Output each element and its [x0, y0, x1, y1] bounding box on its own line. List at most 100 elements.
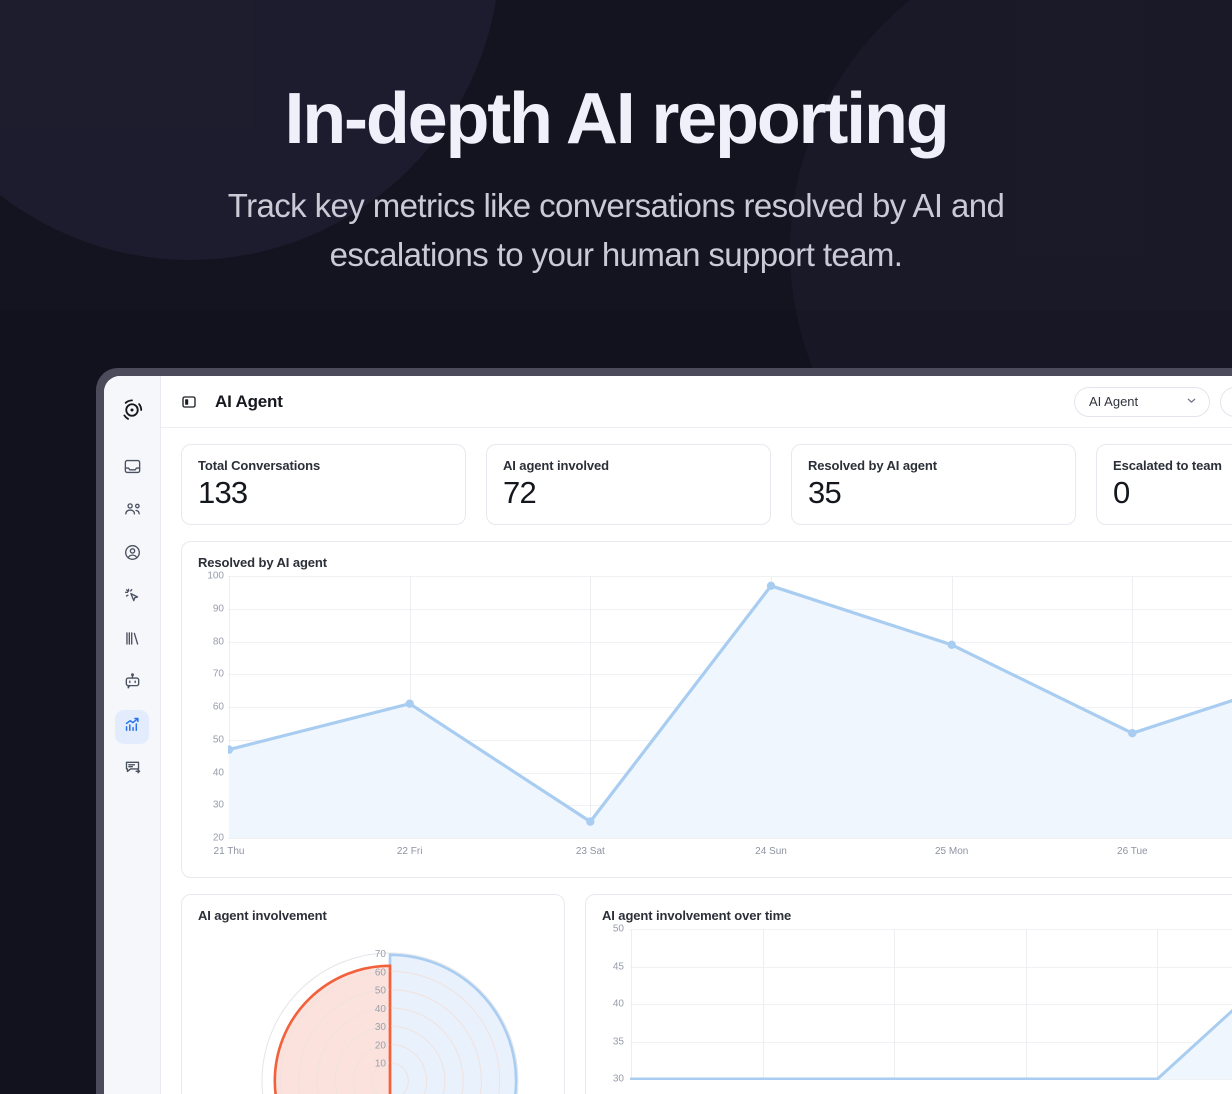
stat-card: Total Conversations 133 — [181, 444, 466, 525]
stat-card: Resolved by AI agent 35 — [791, 444, 1076, 525]
svg-text:10: 10 — [375, 1059, 387, 1070]
stat-value: 72 — [503, 475, 537, 510]
x-gridline — [1157, 929, 1159, 1079]
topbar: AI Agent AI Agent A — [161, 376, 1232, 428]
app-window-frame: AI Agent AI Agent A — [96, 368, 1232, 1094]
y-axis-tick: 30 — [612, 1073, 624, 1085]
ai-agent-involvement-over-time-plot: 50 45 40 35 30 — [602, 924, 1232, 1089]
y-axis-tick: 20 — [212, 832, 224, 844]
svg-text:20: 20 — [375, 1040, 387, 1051]
chart-title: AI agent involvement — [198, 908, 327, 923]
stat-value: 35 — [808, 475, 842, 510]
x-axis-tick: 25 Mon — [934, 846, 969, 857]
panel-left-icon[interactable] — [181, 394, 197, 410]
brand-logo-icon[interactable] — [112, 390, 152, 430]
x-gridline — [229, 576, 230, 838]
gridline — [630, 1004, 1232, 1005]
y-axis-tick: 100 — [207, 570, 224, 582]
sidebar-item-contacts[interactable] — [115, 495, 149, 529]
sidebar-item-ai-agent[interactable] — [115, 667, 149, 701]
bottom-charts-row: AI agent involvement 70 60 50 40 30 20 10 AI a… — [181, 894, 1232, 1094]
x-axis-tick: 24 Sun — [755, 846, 787, 857]
sidebar-item-reports[interactable] — [115, 710, 149, 744]
gridline — [630, 966, 1232, 968]
gridline — [228, 838, 1232, 839]
resolved-by-ai-agent-plot: 100 90 80 70 60 50 40 30 20 21 Thu 22 Fri 23 Sat 24 … — [198, 571, 1232, 866]
cursor-sparkle-icon — [123, 586, 142, 610]
topbar-title: AI Agent — [215, 391, 283, 411]
stat-value: 133 — [198, 475, 248, 510]
y-axis-tick: 35 — [612, 1036, 624, 1047]
stat-label: AI agent involved — [503, 458, 609, 473]
stat-card: AI agent involved 72 — [486, 444, 771, 525]
sidebar-item-inbox[interactable] — [115, 452, 149, 486]
stat-cards-row: Total Conversations 133 AI agent involve… — [181, 444, 1232, 525]
y-axis-tick: 40 — [612, 998, 624, 1010]
chevron-down-icon — [1185, 394, 1198, 410]
sidebar — [104, 376, 160, 1094]
sidebar-item-outbound[interactable] — [115, 753, 149, 787]
svg-text:50: 50 — [375, 986, 387, 997]
secondary-select[interactable]: A — [1220, 386, 1232, 417]
gridline — [228, 576, 1232, 577]
gridline — [228, 608, 1232, 610]
contacts-icon — [123, 500, 142, 524]
svg-text:70: 70 — [375, 949, 387, 960]
books-icon — [123, 629, 142, 653]
stat-label: Resolved by AI agent — [808, 458, 937, 473]
chart-header: Resolved by AI agent 35 of — [198, 555, 1232, 570]
x-gridline — [894, 929, 896, 1079]
area-series — [630, 1008, 1232, 1080]
svg-text:30: 30 — [375, 1022, 387, 1033]
ai-agent-involvement-card: AI agent involvement 70 60 50 40 30 20 10 — [181, 894, 565, 1094]
y-axis-tick: 90 — [212, 603, 224, 615]
bar-chart-up-icon — [123, 715, 142, 739]
stat-label: Escalated to team — [1113, 458, 1222, 473]
area-series — [228, 581, 1232, 838]
x-gridline — [762, 929, 764, 1079]
inbox-icon — [123, 457, 142, 481]
stat-label: Total Conversations — [198, 458, 321, 473]
x-axis-tick: 21 Thu — [213, 846, 245, 857]
agent-filter-select[interactable]: AI Agent — [1074, 386, 1210, 417]
chat-bot-icon — [123, 672, 142, 696]
sidebar-item-automations[interactable] — [115, 581, 149, 615]
y-axis-tick: 70 — [212, 668, 224, 680]
y-axis-tick: 60 — [212, 701, 224, 713]
main-panel: AI Agent AI Agent A — [160, 376, 1232, 1094]
svg-text:60: 60 — [375, 967, 387, 978]
y-axis-tick: 50 — [212, 734, 224, 746]
chart-title: Resolved by AI agent — [198, 555, 327, 570]
x-axis-tick: 26 Tue — [1117, 846, 1148, 857]
chart-title: AI agent involvement over time — [602, 908, 792, 923]
ai-agent-involvement-plot: 70 60 50 40 30 20 10 — [240, 931, 540, 1094]
chart-header: AI agent involvement over time 69 of — [602, 908, 1232, 923]
stat-card: Escalated to team 0 — [1096, 444, 1232, 525]
stat-value: 0 — [1113, 475, 1130, 510]
y-axis-tick: 45 — [612, 961, 624, 972]
x-gridline — [1025, 929, 1027, 1079]
app-window: AI Agent AI Agent A — [104, 376, 1232, 1094]
gridline — [630, 929, 1232, 930]
content-area: Total Conversations 133 AI agent involve… — [161, 428, 1232, 1094]
account-circle-icon — [123, 543, 142, 567]
page-title: In-depth AI reporting — [284, 79, 949, 159]
x-gridline — [1132, 576, 1134, 838]
y-axis-tick: 50 — [612, 923, 624, 935]
x-gridline — [590, 576, 592, 838]
y-axis-tick: 80 — [212, 636, 224, 647]
y-axis-tick: 30 — [212, 799, 224, 811]
ai-agent-involvement-over-time-card: AI agent involvement over time 69 of 50 4… — [585, 894, 1232, 1094]
x-axis-tick: 23 Sat — [575, 846, 605, 857]
agent-filter-value: AI Agent — [1089, 394, 1139, 409]
svg-text:40: 40 — [375, 1004, 387, 1015]
x-gridline — [631, 929, 632, 1079]
message-forward-icon — [123, 758, 142, 782]
polar-series: 70 60 50 40 30 20 10 — [261, 949, 519, 1094]
sidebar-item-profile[interactable] — [115, 538, 149, 572]
y-axis-tick: 40 — [212, 767, 224, 778]
sidebar-item-knowledge[interactable] — [115, 624, 149, 658]
gridline — [630, 1041, 1232, 1043]
resolved-by-ai-agent-chart-card: Resolved by AI agent 35 of 100 90 80 70 60 50… — [181, 541, 1232, 878]
x-axis-tick: 22 Fri — [396, 846, 423, 857]
